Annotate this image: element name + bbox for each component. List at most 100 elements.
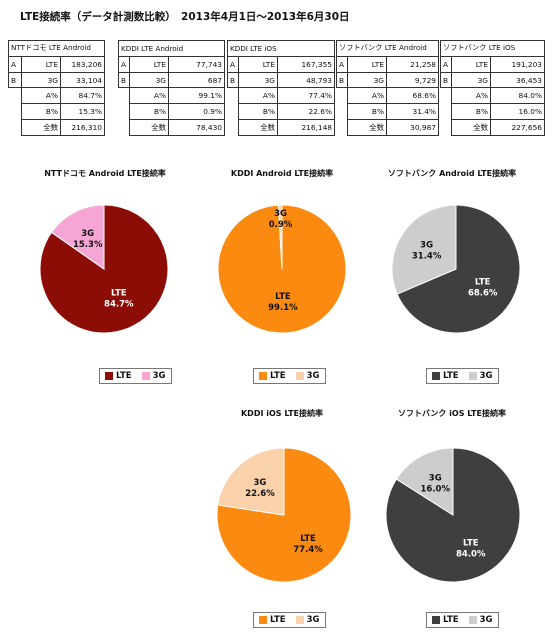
total-label: 全数	[21, 119, 61, 136]
pie-slice-3g	[50, 204, 105, 270]
lte-count: 21,258	[386, 55, 439, 73]
total-count: 227,656	[490, 119, 545, 136]
chart-title: KDDI iOS LTE接続率	[240, 409, 324, 418]
a-percent: 99.1%	[168, 87, 225, 105]
legend-swatch	[468, 372, 477, 380]
slice-value-label: 15.3%	[73, 240, 103, 250]
legend-label: LTE	[443, 371, 459, 381]
legend-swatch	[295, 372, 304, 380]
legend-label: LTE	[116, 371, 132, 381]
b-percent-label: B%	[347, 103, 387, 121]
chart-title: NTTドコモ Android LTE接続率	[44, 169, 166, 178]
3g-count: 9,729	[386, 71, 439, 89]
3g-count: 33,104	[60, 71, 105, 89]
legend-label: LTE	[270, 615, 286, 625]
b-percent: 22.6%	[277, 103, 335, 121]
b-percent: 16.0%	[490, 103, 545, 121]
legend-label: LTE	[443, 615, 459, 625]
pie-slice-3g	[395, 447, 454, 516]
b-percent-label: B%	[21, 103, 61, 121]
legend-label: 3G	[306, 615, 320, 625]
slice-label: LTE	[300, 534, 316, 544]
slice-label: LTE	[463, 538, 479, 548]
b-percent: 15.3%	[60, 103, 105, 121]
row-key-a: A	[118, 55, 130, 73]
stats-table-softbank-ios: ソフトバンク LTE iOS A LTE 191,203 B 3G 36,453 A% 8…	[440, 40, 545, 136]
b-percent-label: B%	[129, 103, 169, 121]
total-count: 216,148	[277, 119, 335, 136]
total-count: 30,987	[386, 119, 439, 136]
legend-label: 3G	[306, 371, 320, 381]
3g-count: 48,793	[277, 71, 335, 89]
3g-label: 3G	[238, 71, 278, 89]
lte-label: LTE	[238, 55, 278, 73]
lte-count: 183,206	[60, 55, 105, 73]
slice-value-label: 31.4%	[412, 252, 442, 262]
pie-slice-lte	[396, 204, 521, 334]
slice-value-label: 84.7%	[104, 299, 134, 309]
chart-legend: LTE 3G	[99, 368, 172, 384]
legend-swatch	[432, 372, 440, 380]
a-percent-label: A%	[129, 87, 169, 105]
legend-swatch	[141, 372, 150, 380]
stats-table-kddi-ios: KDDI LTE iOS A LTE 167,355 B 3G 48,793 A% 77.…	[227, 40, 335, 136]
3g-count: 36,453	[490, 71, 545, 89]
total-count: 216,310	[60, 119, 105, 136]
slice-label: 3G	[429, 474, 442, 484]
slice-value-label: 16.0%	[420, 485, 450, 495]
total-label: 全数	[129, 119, 169, 136]
table-header: KDDI LTE Android	[118, 40, 225, 57]
legend-swatch	[259, 616, 267, 624]
lte-label: LTE	[21, 55, 61, 73]
row-key-b: B	[227, 71, 239, 89]
3g-count: 687	[168, 71, 225, 89]
a-percent-label: A%	[347, 87, 387, 105]
legend-label: 3G	[479, 371, 493, 381]
row-key-b: B	[8, 71, 22, 89]
a-percent-label: A%	[451, 87, 491, 105]
pie-slice-3g	[277, 204, 283, 270]
lte-label: LTE	[129, 55, 169, 73]
3g-label: 3G	[347, 71, 387, 89]
total-label: 全数	[347, 119, 387, 136]
stats-table-softbank-android: ソフトバンク LTE Android A LTE 21,258 B 3G 9,729 A…	[336, 40, 439, 136]
a-percent-label: A%	[238, 87, 278, 105]
slice-value-label: 0.9%	[269, 220, 293, 230]
b-percent-label: B%	[451, 103, 491, 121]
b-percent-label: B%	[238, 103, 278, 121]
legend-label: LTE	[270, 371, 286, 381]
total-label: 全数	[451, 119, 491, 136]
chart-title: ソフトバンク iOS LTE接続率	[398, 409, 506, 418]
row-key-b: B	[440, 71, 452, 89]
slice-value-label: 68.6%	[468, 289, 498, 299]
chart-legend: LTE 3G	[253, 368, 326, 384]
legend-swatch	[468, 616, 477, 624]
pie-slice-3g	[217, 447, 285, 516]
page-title: LTE接続率（データ計測数比較） 2013年4月1日〜2013年6月30日	[20, 11, 350, 23]
slice-label: 3G	[81, 229, 94, 239]
chart-legend: LTE 3G	[426, 368, 499, 384]
b-percent: 0.9%	[168, 103, 225, 121]
3g-label: 3G	[21, 71, 61, 89]
slice-label: LTE	[275, 292, 291, 302]
a-percent: 84.0%	[490, 87, 545, 105]
pie-slice-lte	[39, 204, 169, 334]
legend-swatch	[295, 616, 304, 624]
row-key-b: B	[118, 71, 130, 89]
a-percent: 84.7%	[60, 87, 105, 105]
legend-swatch	[259, 372, 267, 380]
lte-count: 77,743	[168, 55, 225, 73]
table-header: ソフトバンク LTE iOS	[440, 40, 545, 57]
lte-label: LTE	[451, 55, 491, 73]
b-percent: 31.4%	[386, 103, 439, 121]
slice-label: LTE	[111, 288, 127, 298]
slice-label: 3G	[420, 241, 433, 251]
slice-value-label: 84.0%	[456, 549, 486, 559]
total-count: 78,430	[168, 119, 225, 136]
pie-slice-3g	[391, 204, 457, 295]
